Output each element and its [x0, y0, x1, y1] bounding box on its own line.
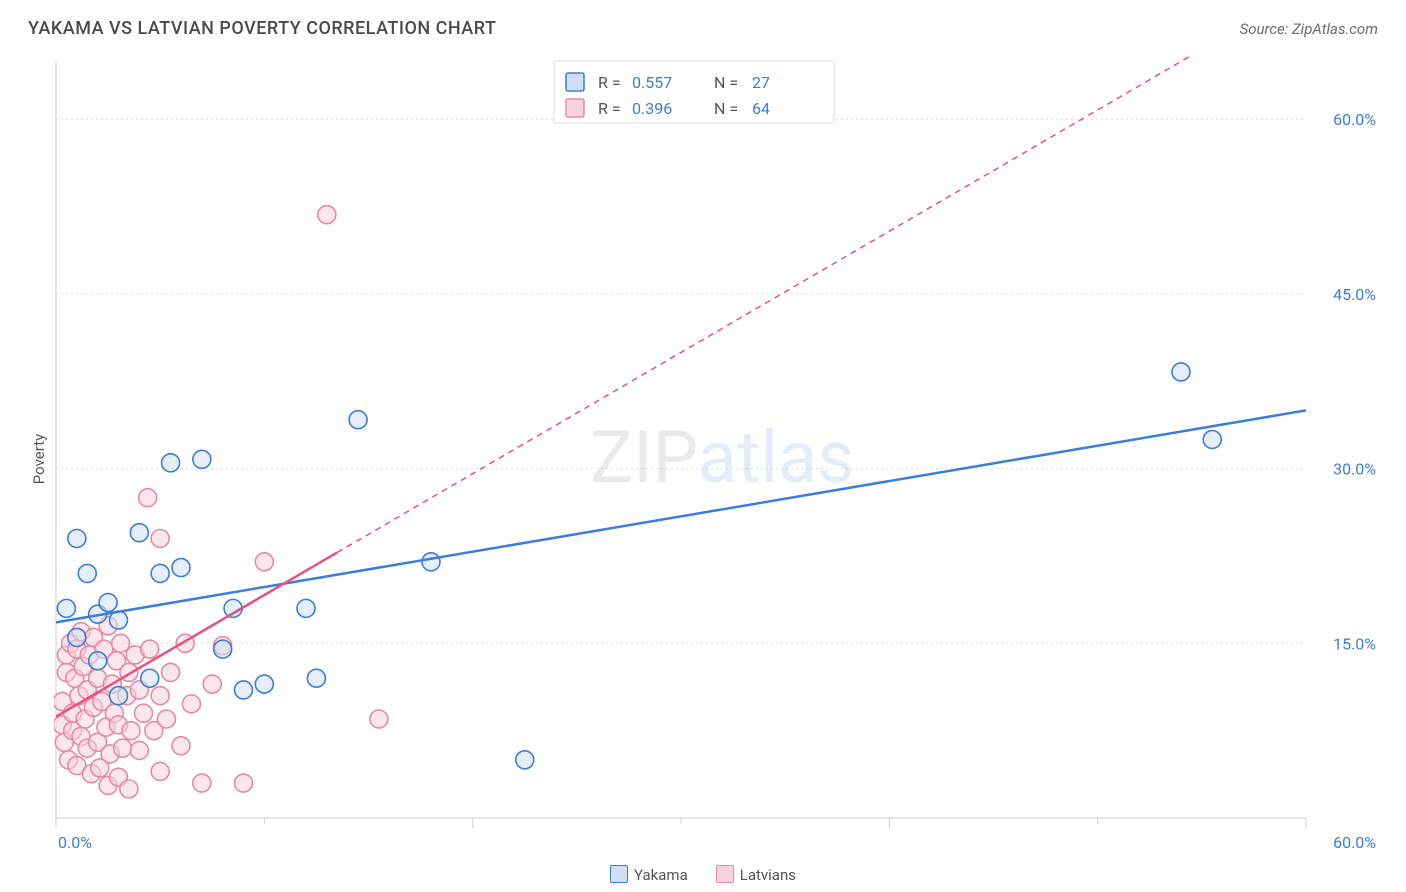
y-tick-label: 60.0%	[1333, 110, 1376, 129]
scatter-plot: 15.0% 30.0% 45.0% 60.0% 0.0% 60.0% R = 0.557 N =…	[54, 55, 1386, 862]
legend-swatch	[566, 99, 584, 117]
stats-legend	[554, 61, 834, 123]
data-point	[1203, 431, 1221, 449]
legend-r-label: R =	[598, 99, 621, 118]
legend-r-value: 0.557	[632, 73, 672, 92]
x-tick-label: 0.0%	[58, 833, 92, 852]
data-point	[307, 669, 325, 687]
data-point	[235, 774, 253, 792]
data-point	[135, 704, 153, 722]
data-point	[78, 564, 96, 582]
data-point	[172, 737, 190, 755]
y-axis-label: Poverty	[30, 433, 48, 483]
data-point	[120, 780, 138, 798]
legend-n-value: 27	[752, 73, 770, 92]
data-point	[151, 687, 169, 705]
data-point	[112, 634, 130, 652]
data-point	[193, 774, 211, 792]
data-point	[1172, 363, 1190, 381]
legend-swatch	[716, 865, 734, 883]
data-point	[151, 564, 169, 582]
data-point	[162, 663, 180, 681]
data-point	[99, 594, 117, 612]
data-point	[157, 710, 175, 728]
data-point	[68, 529, 86, 547]
data-point	[130, 741, 148, 759]
data-point	[255, 553, 273, 571]
data-point	[182, 695, 200, 713]
legend-n-label: N =	[714, 99, 738, 118]
data-point	[370, 710, 388, 728]
x-tick-label: 60.0%	[1333, 833, 1376, 852]
data-point	[255, 675, 273, 693]
data-point	[151, 529, 169, 547]
data-point	[203, 675, 221, 693]
legend-n-label: N =	[714, 73, 738, 92]
data-point	[297, 599, 315, 617]
data-point	[235, 681, 253, 699]
data-point	[110, 687, 128, 705]
trend-line-latvians-extrapolated	[337, 55, 1202, 552]
y-tick-label: 15.0%	[1333, 634, 1376, 653]
data-point	[122, 722, 140, 740]
data-point	[422, 553, 440, 571]
chart-area: Poverty 15.0%30.0%45.0%60.0%0.0%60.0%R =…	[54, 55, 1386, 862]
data-point	[214, 640, 232, 658]
legend-r-label: R =	[598, 73, 621, 92]
bottom-legend: Yakama Latvians	[0, 865, 1406, 884]
trend-line-yakama	[56, 410, 1306, 622]
chart-title: YAKAMA VS LATVIAN POVERTY CORRELATION CH…	[28, 18, 496, 39]
legend-label: Latvians	[740, 866, 796, 884]
data-point	[141, 669, 159, 687]
data-point	[68, 628, 86, 646]
legend-swatch	[566, 73, 584, 91]
legend-item: Yakama	[610, 865, 688, 884]
data-point	[516, 751, 534, 769]
data-point	[162, 454, 180, 472]
data-point	[89, 652, 107, 670]
legend-item: Latvians	[716, 865, 796, 884]
legend-r-value: 0.396	[632, 99, 672, 118]
data-point	[139, 489, 157, 507]
legend-n-value: 64	[752, 99, 770, 118]
source-label: Source: ZipAtlas.com	[1240, 20, 1378, 38]
data-point	[141, 640, 159, 658]
data-point	[130, 524, 148, 542]
data-point	[57, 599, 75, 617]
legend-swatch	[610, 865, 628, 883]
data-point	[318, 206, 336, 224]
data-point	[151, 762, 169, 780]
data-point	[114, 739, 132, 757]
y-tick-label: 30.0%	[1333, 460, 1376, 479]
data-point	[172, 559, 190, 577]
data-point	[193, 450, 211, 468]
legend-label: Yakama	[634, 866, 688, 884]
y-tick-label: 45.0%	[1333, 285, 1376, 304]
data-point	[349, 411, 367, 429]
